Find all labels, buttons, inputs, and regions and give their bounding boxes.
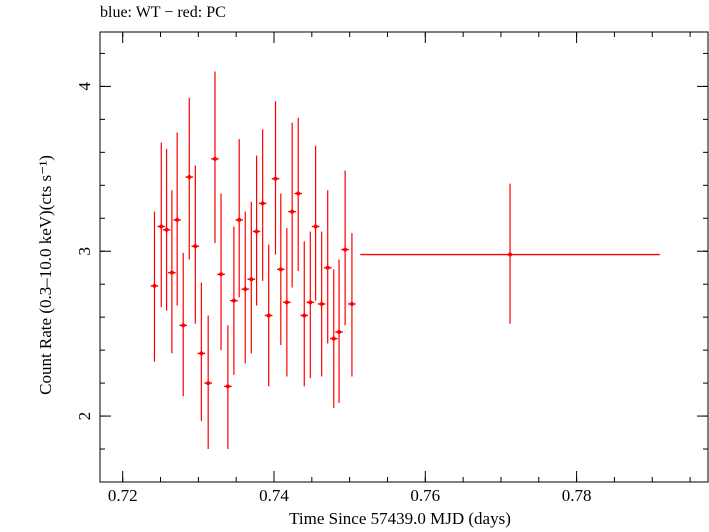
data-point	[191, 165, 200, 324]
data-point	[311, 145, 320, 301]
data-point	[247, 201, 256, 354]
data-point	[294, 117, 302, 272]
plot-border	[99, 31, 709, 483]
point-marker	[159, 224, 164, 229]
point-marker	[243, 287, 248, 292]
data-point	[230, 226, 238, 375]
data-point	[360, 183, 660, 324]
x-tick-label: 0.78	[562, 486, 592, 505]
data-point	[162, 149, 171, 311]
data-point	[252, 155, 261, 306]
point-marker	[187, 175, 192, 180]
point-marker	[284, 300, 289, 305]
point-marker	[169, 270, 174, 275]
data-point	[235, 139, 243, 298]
data-point	[341, 170, 349, 326]
data-point	[306, 231, 315, 379]
x-axis: 0.72 0.74 0.76 0.78	[108, 32, 691, 505]
y-tick-label: 2	[75, 412, 94, 421]
point-marker	[349, 301, 354, 306]
data-point	[271, 101, 280, 255]
x-tick-label: 0.76	[410, 486, 440, 505]
data-point	[277, 193, 285, 346]
data-point	[173, 132, 181, 306]
point-marker	[308, 300, 313, 305]
data-series	[150, 71, 660, 450]
y-tick-label: 3	[75, 247, 94, 256]
data-point	[283, 228, 291, 377]
data-point	[179, 252, 187, 397]
y-axis: 2 3 4	[75, 52, 708, 483]
data-point	[204, 315, 212, 450]
data-point	[288, 122, 296, 288]
x-tick-label: 0.74	[259, 486, 289, 505]
data-point	[300, 241, 309, 387]
y-axis-label: Count Rate (0.3–10.0 keV)(cts s⁻¹)	[36, 155, 55, 395]
point-marker	[231, 298, 236, 303]
data-point	[258, 129, 267, 281]
point-marker	[254, 229, 259, 234]
y-tick-label: 4	[75, 82, 94, 91]
point-marker	[331, 336, 336, 341]
x-axis-label: Time Since 57439.0 MJD (days)	[289, 509, 511, 528]
data-point	[348, 233, 356, 377]
point-marker	[260, 201, 265, 206]
data-point	[224, 325, 232, 450]
data-point	[168, 190, 176, 354]
data-point	[197, 282, 206, 422]
point-marker	[325, 265, 330, 270]
point-marker	[278, 267, 283, 272]
data-point	[241, 211, 250, 364]
data-point	[217, 193, 225, 351]
point-marker	[313, 224, 318, 229]
data-point	[211, 71, 219, 243]
point-marker	[302, 313, 307, 318]
data-point	[264, 244, 273, 387]
data-point	[335, 259, 343, 403]
point-marker	[193, 244, 198, 249]
point-marker	[152, 283, 157, 288]
point-marker	[508, 252, 513, 257]
point-marker	[225, 384, 230, 389]
point-marker	[206, 381, 211, 386]
data-point	[157, 142, 166, 308]
data-point	[329, 269, 338, 408]
point-marker	[266, 313, 271, 318]
point-marker	[181, 323, 186, 328]
data-point	[317, 231, 326, 377]
data-point	[150, 211, 159, 362]
point-marker	[296, 191, 301, 196]
point-marker	[337, 330, 342, 334]
data-point	[185, 97, 194, 260]
point-marker	[199, 351, 204, 356]
plot-frame	[99, 31, 709, 483]
point-marker	[319, 301, 324, 306]
point-marker	[219, 272, 224, 277]
point-marker	[175, 217, 180, 222]
point-marker	[164, 227, 169, 232]
point-marker	[249, 277, 254, 282]
point-marker	[343, 247, 348, 252]
point-marker	[237, 217, 242, 222]
point-marker	[212, 156, 217, 161]
chart-title: blue: WT − red: PC	[100, 4, 226, 21]
point-marker	[273, 176, 278, 181]
x-tick-label: 0.72	[108, 486, 138, 505]
point-marker	[290, 209, 295, 214]
data-point	[323, 190, 332, 344]
